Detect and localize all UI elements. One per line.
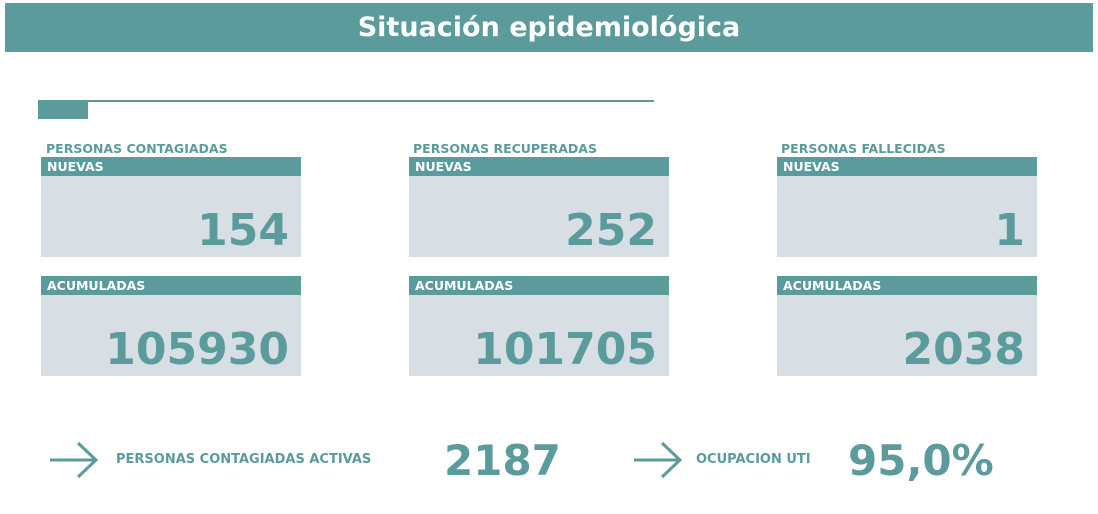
card-label: NUEVAS [409, 157, 669, 176]
recuperados-title: PERSONAS RECUPERADAS [413, 141, 597, 156]
fallecidos-acumuladas-card: ACUMULADAS 2038 [777, 276, 1037, 376]
page-title: Situación epidemiológica [5, 3, 1093, 52]
arrow-right-icon [50, 441, 99, 479]
active-cases-value: 2187 [444, 436, 561, 485]
divider-accent [38, 101, 88, 119]
icu-occupancy-label: OCUPACION UTI [696, 452, 811, 467]
contagiados-acumuladas-card: ACUMULADAS 105930 [41, 276, 301, 376]
card-label: ACUMULADAS [409, 276, 669, 295]
card-label: NUEVAS [777, 157, 1037, 176]
contagiados-nuevas-card: NUEVAS 154 [41, 157, 301, 257]
card-label: NUEVAS [41, 157, 301, 176]
card-value: 105930 [105, 324, 289, 375]
contagiados-title: PERSONAS CONTAGIADAS [46, 141, 228, 156]
card-label: ACUMULADAS [777, 276, 1037, 295]
card-value: 101705 [473, 324, 657, 375]
arrow-right-icon [634, 441, 683, 479]
recuperados-nuevas-card: NUEVAS 252 [409, 157, 669, 257]
card-value: 1 [994, 205, 1025, 256]
icu-occupancy-value: 95,0% [848, 436, 994, 485]
card-label: ACUMULADAS [41, 276, 301, 295]
divider-line [38, 100, 654, 102]
card-value: 154 [197, 205, 289, 256]
recuperados-acumuladas-card: ACUMULADAS 101705 [409, 276, 669, 376]
fallecidos-nuevas-card: NUEVAS 1 [777, 157, 1037, 257]
card-value: 252 [565, 205, 657, 256]
fallecidos-title: PERSONAS FALLECIDAS [781, 141, 946, 156]
card-value: 2038 [902, 324, 1025, 375]
active-cases-label: PERSONAS CONTAGIADAS ACTIVAS [116, 452, 372, 467]
